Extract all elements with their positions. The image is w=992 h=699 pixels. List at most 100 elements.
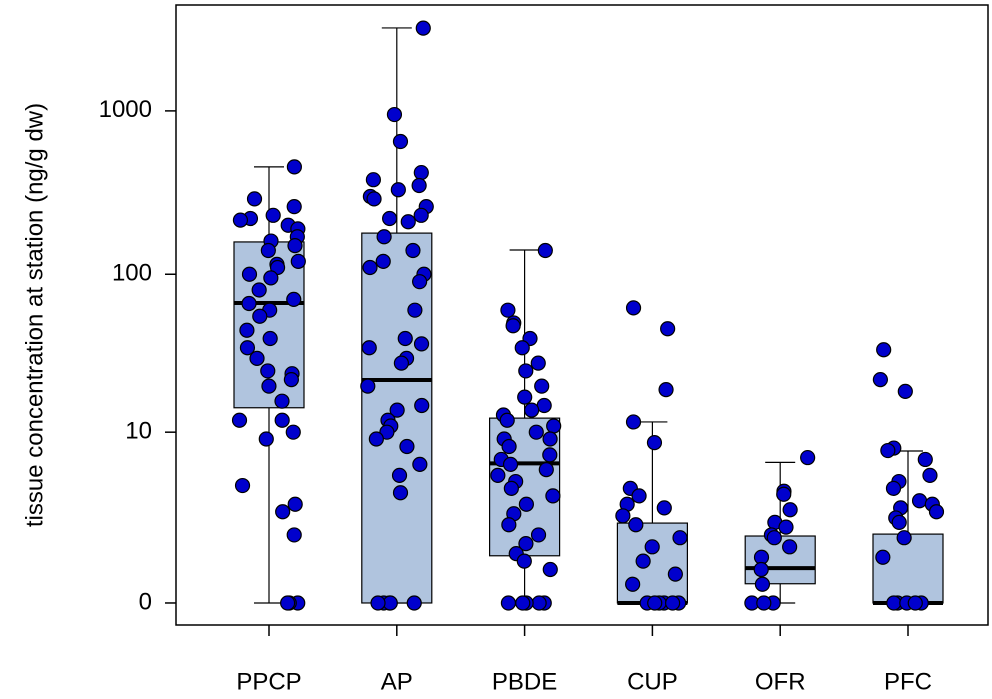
data-point <box>875 549 891 565</box>
data-point <box>534 378 550 394</box>
data-point <box>625 576 641 592</box>
data-point <box>644 539 660 555</box>
data-point <box>386 106 403 123</box>
data-point <box>231 412 248 428</box>
data-point <box>518 536 534 552</box>
data-point <box>382 210 398 227</box>
data-point <box>415 20 431 36</box>
data-point <box>274 412 290 428</box>
data-point <box>766 530 782 546</box>
data-point <box>897 383 913 400</box>
data-point <box>501 438 517 455</box>
x-tick-label: OFR <box>755 668 806 695</box>
data-point <box>283 372 299 388</box>
data-point <box>241 295 257 312</box>
data-point <box>262 330 278 347</box>
data-point <box>928 504 945 520</box>
data-point <box>631 488 647 504</box>
data-point <box>891 514 907 530</box>
data-point <box>260 242 276 259</box>
box <box>872 533 944 604</box>
data-point <box>412 456 428 472</box>
data-point <box>286 159 302 175</box>
data-point <box>782 539 798 555</box>
data-point <box>518 363 534 379</box>
data-point <box>524 402 540 418</box>
data-point <box>536 397 552 414</box>
data-point <box>672 530 688 546</box>
data-point <box>392 133 409 150</box>
data-point <box>503 480 519 496</box>
data-point <box>379 424 395 440</box>
data-point <box>537 242 553 259</box>
data-point <box>392 485 409 501</box>
y-tick-label: 100 <box>112 260 152 287</box>
data-point <box>362 259 378 276</box>
data-point <box>413 164 429 181</box>
data-point <box>413 336 430 352</box>
x-tick-label: PPCP <box>236 668 301 695</box>
data-point <box>500 302 516 318</box>
data-point <box>263 270 279 286</box>
data-point <box>500 595 517 611</box>
data-point <box>280 595 296 611</box>
data-point <box>375 253 391 269</box>
x-tick-label: PFC <box>884 668 932 695</box>
data-point <box>782 502 798 518</box>
data-point <box>232 212 249 228</box>
data-point <box>800 449 816 466</box>
data-point <box>414 397 430 414</box>
data-point <box>907 595 923 611</box>
box <box>361 232 433 604</box>
data-point <box>370 595 386 611</box>
data-point <box>647 595 663 611</box>
data-point <box>545 488 561 504</box>
data-point <box>287 496 303 512</box>
data-point <box>542 447 558 463</box>
data-point <box>530 527 547 543</box>
data-point <box>646 435 663 451</box>
data-point <box>615 508 631 524</box>
data-point <box>413 207 429 223</box>
data-point <box>625 414 642 430</box>
data-point <box>515 595 531 611</box>
data-point <box>518 496 534 512</box>
data-point <box>546 418 562 434</box>
data-point <box>376 229 392 245</box>
data-point <box>667 566 683 582</box>
data-point <box>275 504 291 520</box>
data-point <box>400 214 416 230</box>
data-point <box>660 321 676 337</box>
data-point <box>290 253 306 269</box>
data-point <box>251 282 267 298</box>
data-point <box>754 576 771 592</box>
data-point <box>531 595 547 611</box>
data-point <box>665 595 681 611</box>
data-point <box>239 322 255 338</box>
data-point <box>361 340 377 356</box>
data-point <box>528 424 544 440</box>
data-point <box>391 467 408 483</box>
data-point <box>399 438 415 455</box>
data-point <box>505 318 521 334</box>
data-point <box>365 172 381 188</box>
data-point <box>502 456 519 472</box>
data-point <box>922 467 938 483</box>
data-point <box>917 451 933 468</box>
data-point <box>286 199 302 215</box>
data-point <box>876 342 892 358</box>
y-tick-label: 10 <box>125 418 152 445</box>
data-point <box>499 412 515 428</box>
data-point <box>405 242 421 259</box>
data-point <box>490 467 506 483</box>
data-point <box>896 530 912 546</box>
data-point <box>239 340 256 356</box>
data-point <box>501 517 517 533</box>
data-point <box>538 462 554 478</box>
data-point <box>885 480 902 496</box>
data-point <box>542 431 558 447</box>
data-point <box>397 330 413 347</box>
data-point <box>542 561 558 578</box>
plot-frame <box>175 4 989 626</box>
